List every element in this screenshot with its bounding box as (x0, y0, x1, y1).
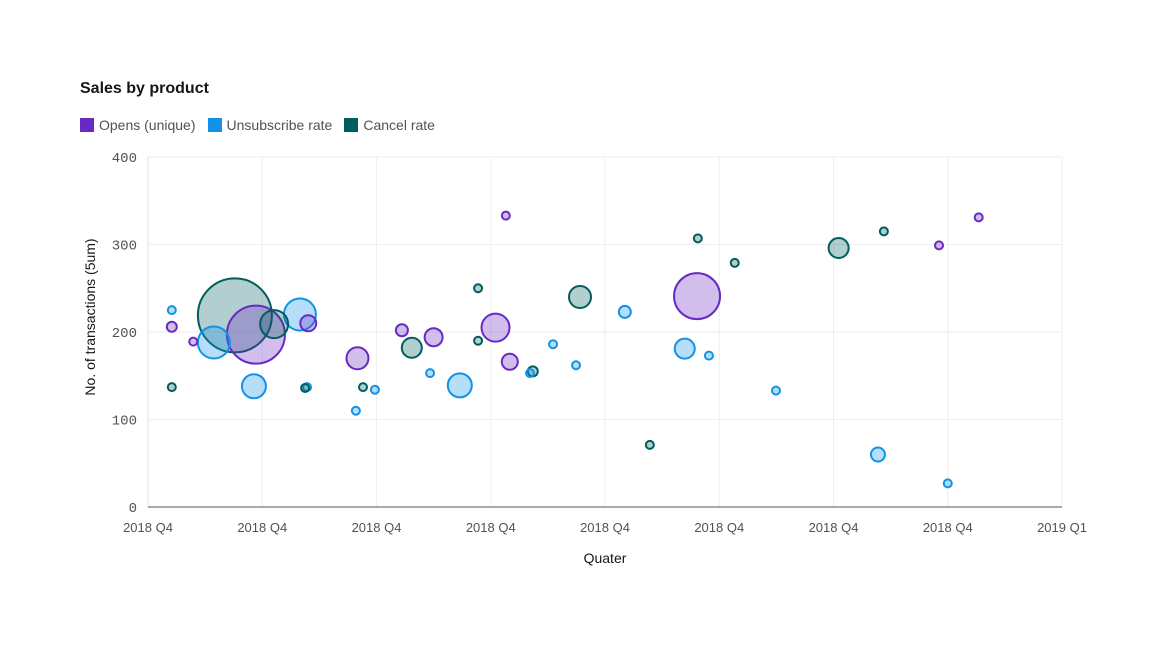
bubble-opens[interactable] (673, 272, 722, 321)
y-tick-label: 100 (112, 414, 137, 430)
bubble-unsubscribe[interactable] (240, 373, 267, 400)
legend-item-unsubscribe[interactable]: Unsubscribe rate (207, 117, 333, 133)
bubble-unsubscribe[interactable] (525, 368, 536, 379)
bubble-unsubscribe[interactable] (703, 350, 714, 361)
x-tick-label: 2018 Q4 (466, 520, 516, 535)
chart-title: Sales by product (80, 80, 209, 97)
bubble-cancel[interactable] (473, 335, 484, 346)
y-tick-label: 200 (112, 326, 137, 342)
bubble-cancel[interactable] (692, 233, 703, 244)
bubble-opens[interactable] (973, 212, 984, 223)
bubble-cancel[interactable] (166, 382, 177, 393)
bubble-unsubscribe[interactable] (166, 305, 177, 316)
bubble-unsubscribe[interactable] (548, 339, 559, 350)
x-tick-label: 2018 Q4 (580, 520, 630, 535)
legend-label-unsubscribe: Unsubscribe rate (226, 117, 333, 133)
y-axis-title: No. of transactions (5um) (82, 238, 98, 395)
x-tick-label: 2018 Q4 (237, 520, 287, 535)
bubble-cancel[interactable] (827, 237, 850, 259)
bubble-cancel[interactable] (400, 336, 423, 359)
legend-label-cancel: Cancel rate (363, 117, 435, 133)
x-tick-label: 2018 Q4 (694, 520, 744, 535)
x-tick-label: 2019 Q1 (1037, 520, 1087, 535)
bubble-cancel[interactable] (473, 283, 484, 294)
bubble-unsubscribe[interactable] (369, 384, 380, 395)
legend-label-opens: Opens (unique) (99, 117, 196, 133)
bubble-cancel[interactable] (568, 285, 593, 309)
y-tick-label: 0 (129, 501, 137, 517)
legend: Opens (unique) Unsubscribe rate Cancel r… (80, 117, 435, 133)
legend-swatch-unsubscribe (207, 118, 222, 132)
legend-item-opens[interactable]: Opens (unique) (80, 117, 196, 133)
bubble-unsubscribe[interactable] (446, 372, 473, 399)
bubbles (165, 210, 984, 489)
bubble-unsubscribe[interactable] (350, 405, 361, 416)
bubble-unsubscribe[interactable] (770, 385, 781, 396)
bubble-cancel[interactable] (729, 257, 740, 268)
bubble-cancel[interactable] (300, 383, 311, 393)
bubble-opens[interactable] (500, 352, 519, 371)
axes: 0 100 200 300 400 2018 Q4 2018 Q4 2018 Q4 2018 Q… (112, 151, 1087, 535)
bubble-unsubscribe[interactable] (869, 446, 886, 463)
bubble-opens[interactable] (345, 346, 370, 371)
bubble-opens[interactable] (480, 312, 511, 343)
x-axis-title: Quater (584, 550, 627, 566)
bubble-cancel[interactable] (259, 309, 290, 340)
bubble-opens[interactable] (423, 327, 444, 348)
x-tick-label: 2018 Q4 (352, 520, 402, 535)
x-tick-label: 2018 Q4 (923, 520, 973, 535)
bubble-unsubscribe[interactable] (942, 478, 953, 489)
legend-swatch-opens (80, 118, 94, 132)
legend-swatch-cancel (344, 118, 359, 132)
bubble-unsubscribe[interactable] (571, 360, 582, 371)
y-tick-label: 400 (112, 151, 137, 167)
bubble-opens[interactable] (165, 320, 178, 333)
bubble-opens[interactable] (188, 336, 199, 347)
bubble-opens[interactable] (934, 240, 945, 251)
bubble-opens[interactable] (299, 314, 318, 333)
bubble-unsubscribe[interactable] (425, 368, 436, 379)
bubble-cancel[interactable] (644, 439, 655, 450)
grid (148, 156, 1063, 507)
bubble-unsubscribe[interactable] (196, 325, 231, 360)
legend-item-cancel[interactable]: Cancel rate (344, 117, 435, 133)
bubble-cancel[interactable] (878, 226, 889, 237)
bubble-cancel[interactable] (358, 382, 369, 393)
bubble-unsubscribe[interactable] (617, 304, 632, 319)
bubble-unsubscribe[interactable] (673, 337, 696, 360)
bubble-opens[interactable] (500, 210, 511, 221)
y-tick-label: 300 (112, 239, 137, 255)
x-tick-label: 2018 Q4 (809, 520, 859, 535)
bubble-opens[interactable] (394, 323, 409, 338)
x-tick-label: 2018 Q4 (123, 520, 173, 535)
